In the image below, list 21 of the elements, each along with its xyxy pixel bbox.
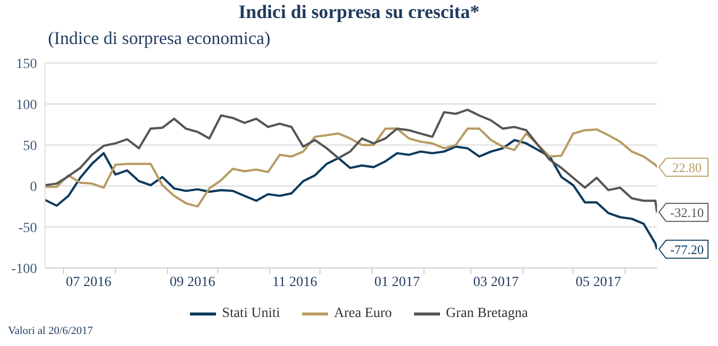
y-tick-label: 150: [16, 56, 37, 72]
x-tick-label: 05 2017: [576, 275, 622, 290]
y-tick-label: 0: [30, 180, 37, 195]
data-label: -77.20: [670, 242, 704, 257]
data-label: -32.10: [670, 204, 704, 220]
legend-label: Area Euro: [334, 306, 392, 322]
x-tick-label: 11 2016: [272, 275, 318, 290]
y-tick-label: 100: [16, 98, 37, 113]
text: Valori al 20/6/2017: [8, 325, 93, 337]
legend-label: Gran Bretagna: [446, 306, 528, 322]
chart-subtitle: (Indice di sorpresa economica): [48, 28, 270, 49]
data-label: 22.80: [672, 160, 702, 175]
x-tick-label: 07 2016: [66, 275, 112, 290]
x-tick-label: 01 2017: [374, 275, 420, 290]
x-tick-label: 03 2017: [473, 275, 519, 290]
chart-title: Indici di sorpresa su crescita*: [237, 2, 481, 24]
legend-label: Stati Uniti: [222, 306, 280, 322]
x-tick-label: 09 2016: [170, 275, 216, 290]
y-tick-label: 50: [23, 138, 37, 154]
y-tick-label: -100: [11, 262, 37, 277]
y-tick-label: -50: [18, 220, 37, 236]
